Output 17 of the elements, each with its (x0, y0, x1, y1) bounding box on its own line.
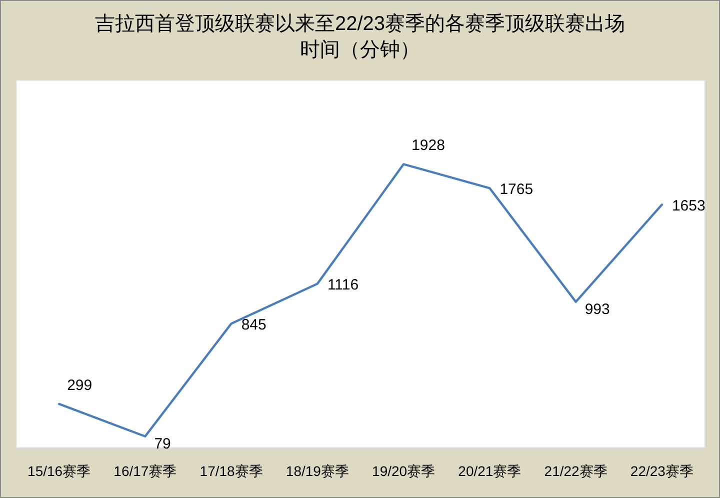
chart-title: 吉拉西首登顶级联赛以来至22/23赛季的各赛季顶级联赛出场时间（分钟） (94, 13, 626, 61)
data-label: 993 (584, 300, 610, 318)
data-label: 1928 (412, 137, 445, 154)
data-label: 1765 (500, 181, 534, 198)
x-tick-label: 22/23赛季 (630, 463, 694, 479)
x-tick-label: 15/16赛季 (28, 463, 91, 479)
data-label: 79 (154, 435, 171, 452)
x-tick-label: 19/20赛季 (372, 463, 436, 479)
data-label: 1653 (672, 198, 706, 215)
x-tick-label: 17/18赛季 (200, 463, 263, 479)
x-tick-label: 18/19赛季 (286, 463, 349, 479)
data-label: 845 (241, 316, 266, 334)
x-tick-label: 20/21赛季 (458, 463, 522, 479)
data-label: 1116 (327, 276, 359, 294)
x-tick-label: 16/17赛季 (114, 463, 177, 479)
data-label: 299 (67, 376, 92, 394)
x-tick-label: 21/22赛季 (544, 463, 608, 479)
